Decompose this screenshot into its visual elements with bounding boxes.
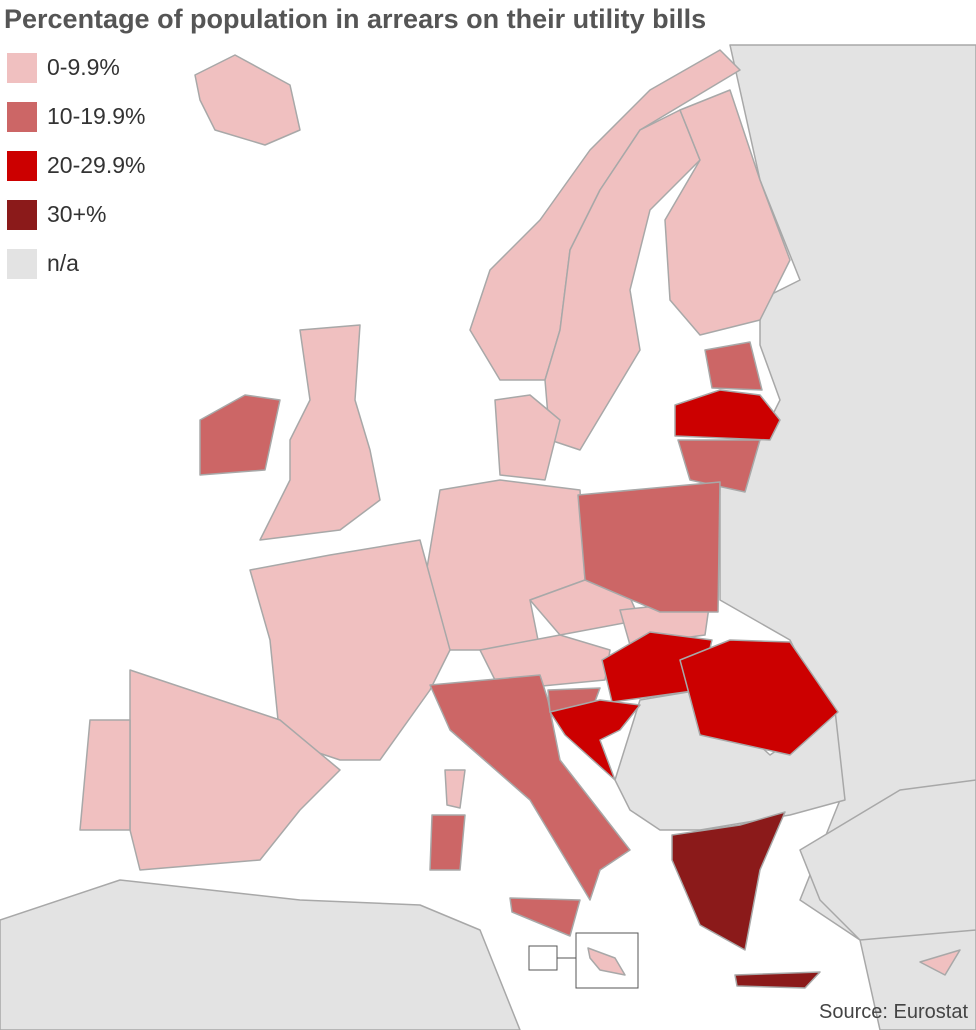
croatia bbox=[549, 699, 641, 781]
corsica bbox=[444, 769, 466, 809]
legend-label: 10-19.9% bbox=[47, 103, 145, 129]
italy bbox=[429, 674, 631, 901]
ireland bbox=[199, 394, 281, 476]
greece bbox=[671, 811, 786, 951]
legend-label: 20-29.9% bbox=[47, 152, 145, 178]
france bbox=[249, 539, 451, 761]
sicily bbox=[509, 897, 581, 937]
legend-swatch bbox=[7, 53, 37, 83]
legend-swatch bbox=[7, 102, 37, 132]
legend-swatch bbox=[7, 249, 37, 279]
poland bbox=[577, 481, 721, 613]
source: Source: Eurostat bbox=[819, 1001, 968, 1023]
uk bbox=[259, 324, 381, 541]
lithuania bbox=[677, 439, 761, 493]
countries bbox=[0, 44, 976, 1030]
north-africa bbox=[0, 879, 521, 1030]
legend-swatch bbox=[7, 200, 37, 230]
turkey bbox=[799, 779, 976, 941]
finland bbox=[664, 89, 791, 336]
legend-swatch bbox=[7, 151, 37, 181]
legend: 0-9.9% 10-19.9% 20-29.9% 30+% n/a bbox=[7, 53, 145, 279]
crete bbox=[734, 971, 821, 989]
sardinia bbox=[429, 814, 466, 871]
malta-inset bbox=[575, 932, 639, 989]
denmark bbox=[494, 394, 561, 481]
title: Percentage of population in arrears on t… bbox=[4, 4, 706, 34]
romania bbox=[679, 639, 839, 756]
portugal bbox=[79, 719, 131, 831]
legend-label: n/a bbox=[47, 250, 79, 276]
estonia bbox=[704, 341, 763, 391]
iceland bbox=[194, 54, 301, 146]
legend-label: 0-9.9% bbox=[47, 54, 120, 80]
malta bbox=[587, 947, 626, 976]
legend-label: 30+% bbox=[47, 201, 106, 227]
malta-box bbox=[528, 945, 558, 971]
latvia bbox=[674, 389, 781, 441]
cyprus bbox=[919, 949, 961, 976]
